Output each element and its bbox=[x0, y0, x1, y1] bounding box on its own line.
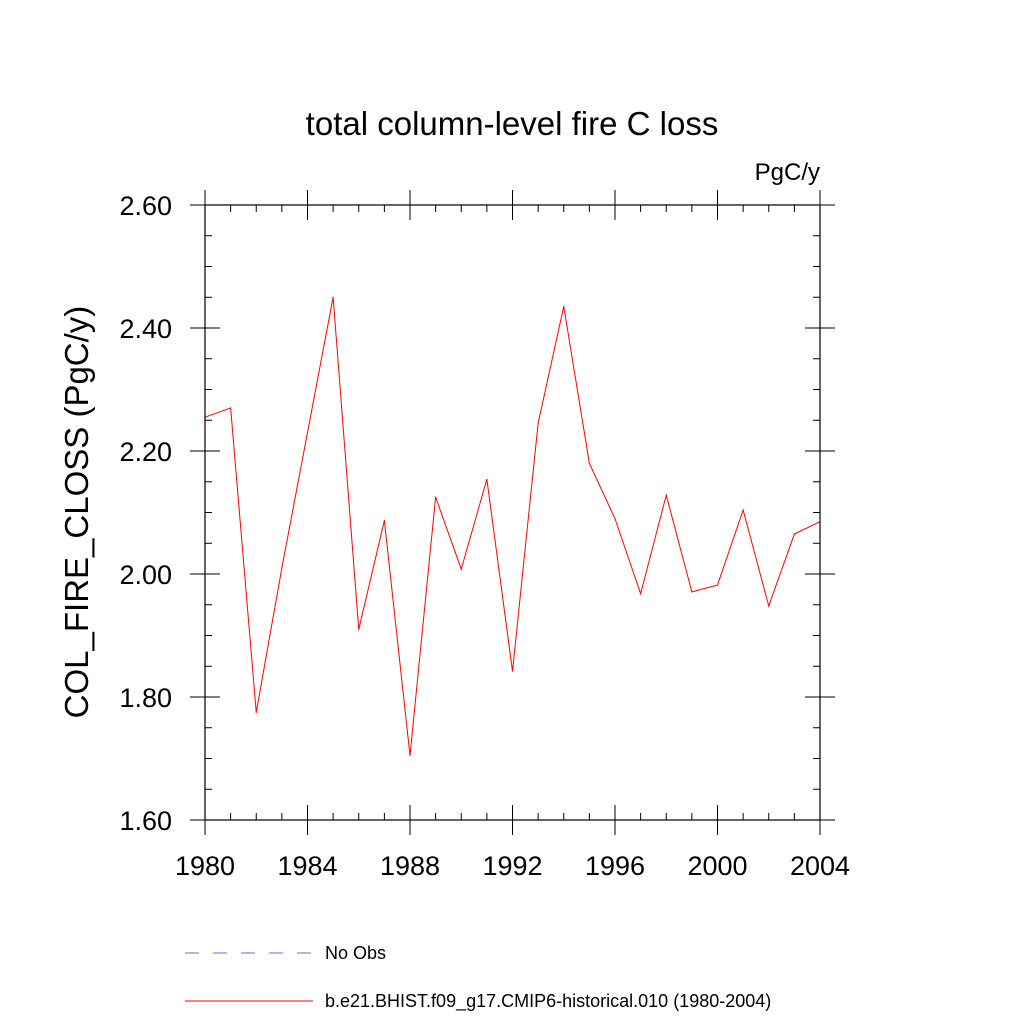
data-point bbox=[281, 567, 283, 569]
data-point bbox=[768, 605, 770, 607]
y-axis-label: COL_FIRE_CLOSS (PgC/y) bbox=[58, 306, 95, 719]
y-tick-label: 2.00 bbox=[119, 560, 172, 590]
x-tick-label: 1996 bbox=[585, 851, 645, 881]
data-point bbox=[435, 496, 437, 498]
data-point bbox=[691, 591, 693, 593]
legend-label-no-obs: No Obs bbox=[325, 943, 386, 963]
series-line bbox=[204, 297, 821, 756]
x-tick-label: 1988 bbox=[380, 851, 440, 881]
data-point bbox=[332, 296, 334, 298]
data-point bbox=[793, 533, 795, 535]
chart-title: total column-level fire C loss bbox=[306, 105, 719, 142]
x-tick-label: 1992 bbox=[482, 851, 542, 881]
y-tick-label: 1.60 bbox=[119, 806, 172, 836]
y-tick-label: 2.40 bbox=[119, 314, 172, 344]
x-tick-label: 1984 bbox=[277, 851, 337, 881]
data-point bbox=[306, 431, 309, 434]
y-tick-label: 2.20 bbox=[119, 437, 172, 467]
x-tick-label: 2000 bbox=[687, 851, 747, 881]
x-tick-label: 1980 bbox=[175, 851, 235, 881]
data-point bbox=[383, 519, 385, 522]
data-point bbox=[358, 628, 360, 630]
tick-labels: 1980 1984 1988 1992 1996 2000 2004 1.60 1.80 2.00… bbox=[119, 191, 850, 881]
data-point bbox=[614, 518, 616, 520]
legend: No Obs b.e21.BHIST.f09_g17.CMIP6-histori… bbox=[185, 943, 771, 1012]
plot-frame bbox=[204, 204, 821, 821]
legend-label-model: b.e21.BHIST.f09_g17.CMIP6-historical.010… bbox=[325, 991, 771, 1012]
units-label: PgC/y bbox=[755, 159, 820, 186]
data-point bbox=[640, 593, 642, 595]
data-point bbox=[230, 407, 232, 409]
data-point bbox=[716, 584, 719, 586]
axis-ticks bbox=[190, 190, 835, 835]
y-tick-label: 1.80 bbox=[119, 683, 172, 713]
data-point bbox=[255, 711, 257, 713]
data-point bbox=[460, 568, 462, 570]
data-point bbox=[409, 754, 411, 757]
data-point bbox=[588, 462, 590, 464]
x-tick-label: 2004 bbox=[790, 851, 850, 881]
data-point bbox=[511, 670, 514, 672]
series-layer bbox=[204, 296, 821, 757]
data-point bbox=[665, 494, 667, 496]
data-point bbox=[742, 509, 744, 511]
data-point bbox=[486, 478, 488, 480]
y-tick-label: 2.60 bbox=[119, 191, 172, 221]
data-point bbox=[563, 305, 565, 308]
data-point bbox=[537, 422, 539, 424]
